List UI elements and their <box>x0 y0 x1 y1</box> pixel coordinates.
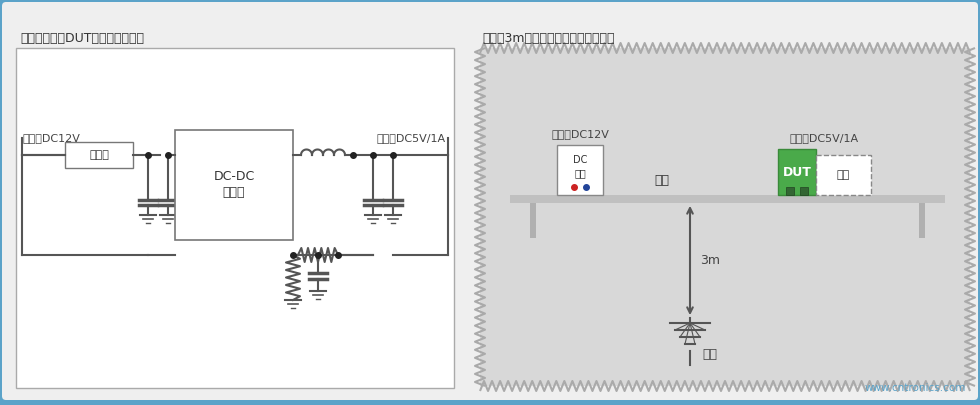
Text: 输出：DC5V/1A: 输出：DC5V/1A <box>377 133 446 143</box>
Text: 天线: 天线 <box>702 348 717 362</box>
Text: 输出：DC5V/1A: 输出：DC5V/1A <box>790 133 859 143</box>
Bar <box>510 195 945 203</box>
Text: 电源: 电源 <box>574 168 586 178</box>
Text: www.cntronics.com: www.cntronics.com <box>864 383 966 393</box>
Bar <box>175 130 293 240</box>
Text: 输入：DC12V: 输入：DC12V <box>22 133 80 143</box>
Text: 负载: 负载 <box>837 170 850 180</box>
Text: 过滤器: 过滤器 <box>89 150 109 160</box>
Bar <box>778 149 816 195</box>
FancyBboxPatch shape <box>2 2 978 400</box>
Bar <box>480 48 970 386</box>
Bar <box>65 142 133 168</box>
Text: 《通过3m法电波暗室测量辐射噪音》: 《通过3m法电波暗室测量辐射噪音》 <box>482 32 614 45</box>
Bar <box>919 203 925 238</box>
Text: 3m: 3m <box>700 254 720 267</box>
Bar <box>800 187 808 195</box>
Bar <box>786 187 794 195</box>
Text: 电缆: 电缆 <box>654 175 669 188</box>
Bar <box>490 58 960 376</box>
Text: 输入：DC12V: 输入：DC12V <box>551 129 609 139</box>
Text: 转换器: 转换器 <box>222 186 245 200</box>
Text: DC: DC <box>573 155 587 165</box>
Bar <box>557 145 603 195</box>
Text: DC-DC: DC-DC <box>214 171 255 183</box>
Text: DUT: DUT <box>783 166 811 179</box>
Bar <box>816 155 871 195</box>
Bar <box>530 203 536 238</box>
Text: 《评估电路（DUT：被测设备）》: 《评估电路（DUT：被测设备）》 <box>20 32 144 45</box>
Bar <box>16 48 454 388</box>
